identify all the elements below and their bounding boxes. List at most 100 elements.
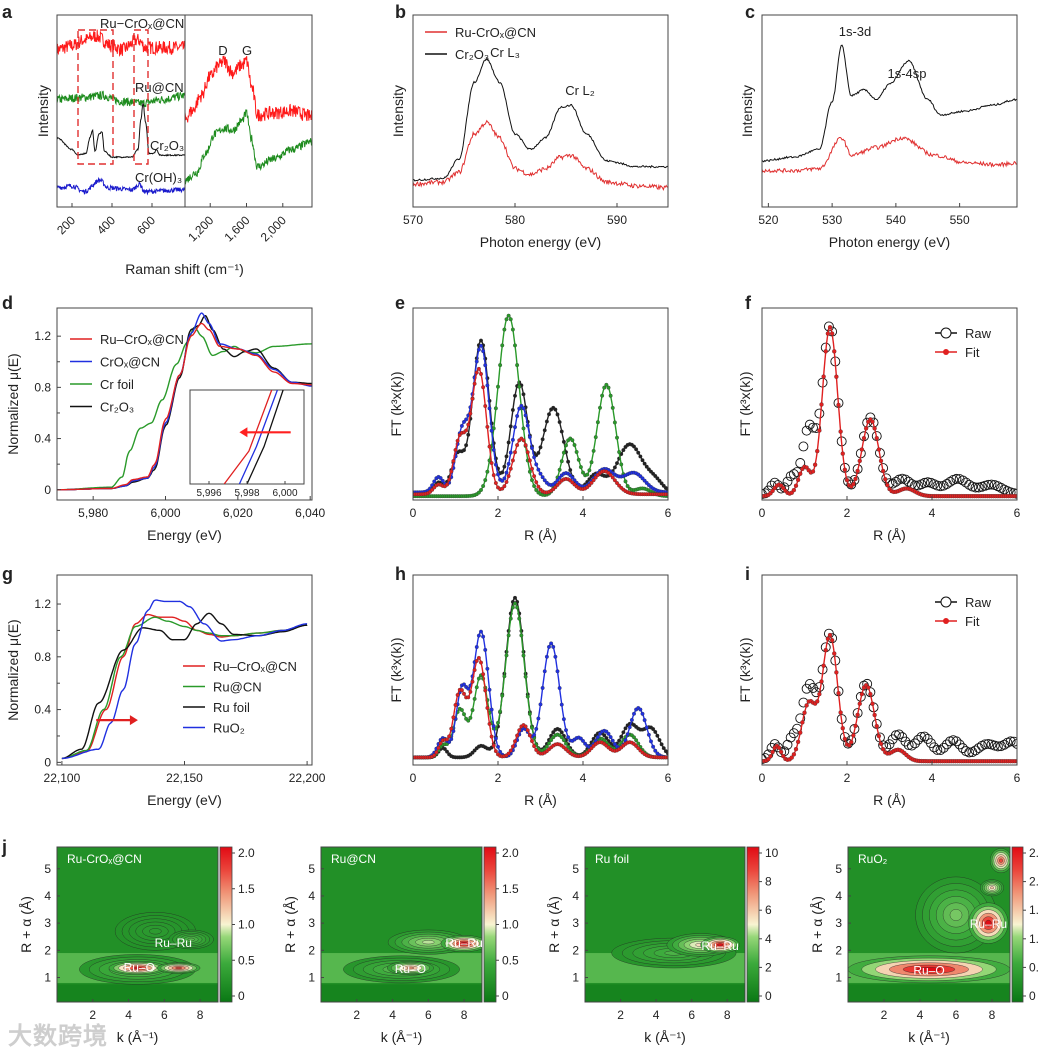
legend-label: Ru-CrOₓ@CN [455, 25, 536, 40]
data-point [834, 374, 839, 379]
data-point [913, 734, 924, 745]
x-tick-label: 4 [389, 1008, 396, 1022]
y-tick-label: 1 [572, 971, 579, 985]
data-point [476, 676, 481, 681]
data-point [878, 741, 884, 746]
x-tick-label: 6 [688, 1008, 695, 1022]
data-point [489, 461, 494, 465]
data-point [476, 633, 481, 638]
series-line-2 [56, 326, 313, 491]
data-point [506, 313, 511, 318]
y-axis-label: Normalized μ(E) [5, 353, 21, 454]
data-point [853, 476, 858, 482]
peak-label: 1s-3d [839, 24, 872, 39]
highlight-box [77, 29, 114, 165]
y-tick-label: 3 [44, 916, 51, 930]
x-tick-label: 2,000 [258, 213, 289, 244]
data-point [929, 742, 940, 753]
data-point [817, 428, 822, 433]
data-point [534, 462, 539, 467]
data-point [476, 490, 481, 495]
data-point [634, 447, 639, 452]
x-tick-label: 4 [929, 771, 936, 785]
data-point [532, 732, 537, 737]
data-point [559, 459, 564, 464]
data-point [434, 750, 439, 755]
y-tick-label: 5 [44, 862, 51, 876]
map-title: Ru-CrOₓ@CN [67, 852, 142, 866]
plot-area [413, 595, 668, 760]
data-point [808, 422, 818, 433]
data-point [500, 470, 505, 475]
x-tick-label: 6 [665, 506, 672, 520]
data-point [812, 462, 818, 467]
data-point [532, 474, 537, 479]
data-point [476, 366, 481, 371]
data-point [521, 392, 526, 397]
data-point [855, 468, 860, 474]
data-point [557, 727, 562, 732]
data-point [532, 455, 537, 460]
data-point [485, 666, 490, 671]
data-point [855, 712, 860, 718]
data-point [1008, 736, 1017, 747]
data-point [510, 605, 515, 610]
data-point [530, 725, 534, 730]
x-tick-label: 4 [580, 506, 587, 520]
x-tick-label: 22,200 [289, 771, 326, 785]
data-point [636, 450, 641, 455]
colorbar-tick-label: 0.5 [502, 953, 519, 967]
legend-label: Raw [965, 595, 992, 610]
data-point [544, 419, 549, 424]
data-point [519, 633, 524, 638]
plot-frame [56, 846, 219, 1003]
y-tick-label: 5 [572, 862, 579, 876]
data-point [587, 468, 592, 473]
data-point [581, 470, 585, 475]
data-point [945, 476, 956, 487]
data-point [464, 443, 469, 448]
contour [460, 942, 468, 946]
panel-letter: a [2, 2, 13, 22]
colorbar-tick-label: 0.5 [238, 953, 255, 967]
x-tick-label: 2 [495, 771, 502, 785]
data-point [602, 733, 607, 738]
data-point [506, 440, 511, 445]
contour [949, 909, 963, 921]
data-point [651, 727, 656, 731]
data-point [468, 411, 473, 416]
peak-label-D: D [218, 43, 227, 58]
data-point [525, 450, 530, 455]
data-point [890, 476, 901, 487]
data-point [483, 647, 488, 652]
data-point [502, 674, 507, 679]
data-point [445, 737, 449, 742]
colorbar-tick-label: 2.0 [238, 846, 255, 860]
contour [999, 858, 1003, 863]
x-tick-label: 0 [410, 506, 417, 520]
data-point [496, 472, 500, 477]
data-point [466, 686, 471, 691]
data-point [996, 482, 1007, 493]
data-point [530, 739, 534, 744]
data-point [612, 465, 617, 470]
data-point [919, 477, 930, 488]
data-point [610, 405, 615, 410]
data-point [970, 482, 981, 493]
peak-label: Cr L₃ [490, 45, 520, 60]
data-point [534, 748, 539, 752]
data-point [536, 716, 541, 721]
data-point [938, 742, 949, 753]
series-line-1 [761, 135, 1017, 174]
x-tick-label: 4 [653, 1008, 660, 1022]
heatmap-2 [585, 847, 745, 1002]
data-point [612, 478, 617, 483]
data-point [513, 601, 517, 606]
y-tick-label: 3 [835, 916, 842, 930]
data-point [591, 448, 596, 453]
data-point [954, 739, 965, 750]
data-point [459, 708, 464, 712]
colorbar-tick-label: 4 [765, 932, 772, 946]
y-tick-label: 0 [44, 483, 51, 497]
data-point [466, 695, 471, 700]
